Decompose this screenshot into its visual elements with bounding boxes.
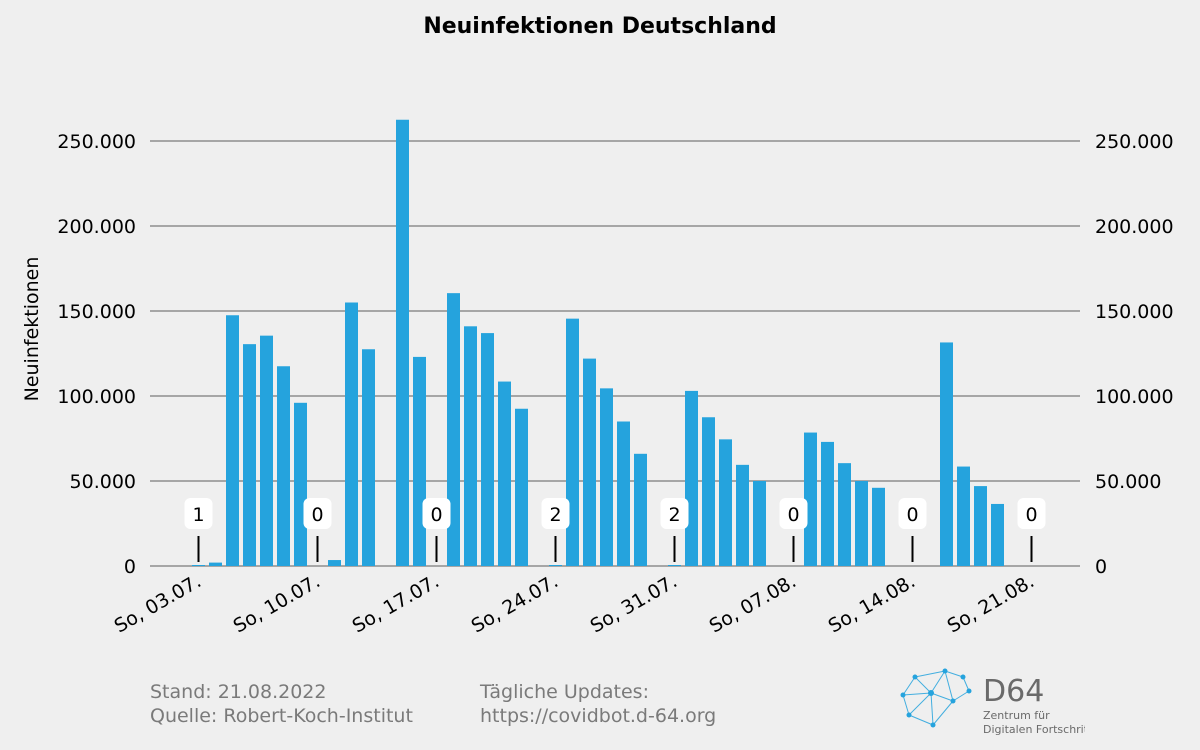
y-tick-label-right: 250.000: [1095, 131, 1174, 153]
y-tick-label-right: 200.000: [1095, 216, 1174, 238]
logo-subtitle-2: Digitalen Fortschritt: [983, 723, 1085, 736]
annotation-label: 1: [192, 504, 204, 526]
annotation-label: 0: [787, 504, 799, 526]
footer-left: Stand: 21.08.2022 Quelle: Robert-Koch-In…: [150, 680, 413, 728]
bar-2022-07-31: [668, 565, 681, 566]
y-tick-label-right: 100.000: [1095, 386, 1174, 408]
annotation-box: [660, 498, 689, 529]
bar-2022-08-05: [753, 481, 766, 566]
bar-2022-08-11: [855, 481, 868, 566]
bar-2022-08-17: [957, 466, 970, 566]
y-axis-ticks: 0 0 50.000 50.000 100.000 100.000 150.000 150.0…: [57, 131, 1173, 578]
y-tick-label-right: 150.000: [1095, 301, 1174, 323]
bar-2022-08-03: [719, 439, 732, 566]
bar-2022-07-25: [566, 318, 579, 566]
chart-title: Neuinfektionen Deutschland: [423, 14, 776, 39]
y-axis-label: Neuinfektionen: [21, 257, 43, 402]
logo-subtitle-1: Zentrum für: [983, 709, 1050, 722]
y-tick-label-right: 0: [1095, 556, 1107, 578]
footer-updates-label: Tägliche Updates:: [480, 681, 649, 703]
x-tick-label: So, 21.08.: [944, 570, 1038, 637]
annotation-label: 0: [906, 504, 918, 526]
bar-2022-08-01: [685, 390, 698, 566]
bar-2022-08-19: [991, 503, 1004, 566]
bar-2022-07-09: [294, 402, 307, 566]
bar-2022-08-08: [804, 432, 817, 566]
bar-2022-08-12: [872, 487, 885, 566]
bar-2022-08-09: [821, 441, 834, 566]
bar-2022-07-12: [345, 302, 358, 566]
bar-2022-08-02: [702, 417, 715, 566]
bar-2022-07-21: [498, 381, 511, 566]
bar-2022-07-19: [464, 326, 477, 566]
y-tick-label-right: 50.000: [1095, 471, 1161, 493]
sunday-annotations: 1 0 0 2 2 0 0 0: [184, 498, 1046, 562]
annotation-box: [184, 498, 213, 529]
footer-right: Tägliche Updates: https://covidbot.d-64.…: [480, 680, 716, 728]
bar-2022-07-13: [362, 349, 375, 566]
annotation-box: [303, 498, 332, 529]
x-axis-ticks: So, 03.07. So, 10.07. So, 17.07. So, 24.07.…: [111, 570, 1038, 637]
footer-source: Quelle: Robert-Koch-Institut: [150, 705, 413, 727]
bar-2022-08-10: [838, 463, 851, 566]
annotation-label: 0: [1025, 504, 1037, 526]
y-tick-label-left: 250.000: [57, 131, 136, 153]
annotation-box: [779, 498, 808, 529]
x-tick-label: So, 17.07.: [349, 570, 443, 637]
annotation-box: [541, 498, 570, 529]
bar-2022-07-07: [260, 335, 273, 566]
annotation-label: 0: [430, 504, 442, 526]
y-tick-label-left: 50.000: [70, 471, 136, 493]
x-tick-label: So, 14.08.: [825, 570, 919, 637]
bars: [192, 119, 1004, 566]
y-tick-label-left: 0: [124, 556, 136, 578]
bar-2022-07-06: [243, 344, 256, 566]
x-tick-label: So, 07.08.: [706, 570, 800, 637]
x-tick-label: So, 03.07.: [111, 570, 205, 637]
annotation-box: [1017, 498, 1046, 529]
bar-2022-07-15: [396, 119, 409, 566]
annotation-box: [422, 498, 451, 529]
footer-stand: Stand: 21.08.2022: [150, 681, 327, 703]
y-tick-label-left: 100.000: [57, 386, 136, 408]
bar-2022-07-05: [226, 315, 239, 566]
bar-2022-07-28: [617, 421, 630, 566]
bar-2022-07-04: [209, 562, 222, 566]
x-tick-label: So, 24.07.: [468, 570, 562, 637]
network-icon: [902, 670, 970, 726]
bar-2022-08-18: [974, 486, 987, 566]
d64-logo: D64 Zentrum für Digitalen Fortschritt: [900, 668, 1085, 736]
annotation-box: [898, 498, 927, 529]
bar-2022-08-16: [940, 342, 953, 566]
bar-2022-07-11: [328, 560, 341, 566]
bar-2022-07-03: [192, 565, 205, 566]
annotation-label: 2: [668, 504, 680, 526]
bar-2022-07-20: [481, 333, 494, 566]
annotation-label: 0: [311, 504, 323, 526]
bar-2022-08-04: [736, 464, 749, 566]
bar-2022-07-16: [413, 356, 426, 566]
bar-2022-07-27: [600, 388, 613, 566]
bar-2022-07-18: [447, 293, 460, 566]
network-nodes: [900, 668, 972, 728]
bar-2022-07-29: [634, 453, 647, 566]
footer-updates-url[interactable]: https://covidbot.d-64.org: [480, 705, 717, 727]
annotation-label: 2: [549, 504, 561, 526]
bar-2022-07-26: [583, 358, 596, 566]
x-tick-label: So, 10.07.: [230, 570, 324, 637]
x-tick-label: So, 31.07.: [587, 570, 681, 637]
bar-2022-07-22: [515, 408, 528, 566]
bar-2022-07-24: [549, 565, 562, 566]
y-tick-label-left: 200.000: [57, 216, 136, 238]
bar-2022-07-08: [277, 366, 290, 566]
logo-name: D64: [983, 674, 1044, 709]
y-tick-label-left: 150.000: [57, 301, 136, 323]
